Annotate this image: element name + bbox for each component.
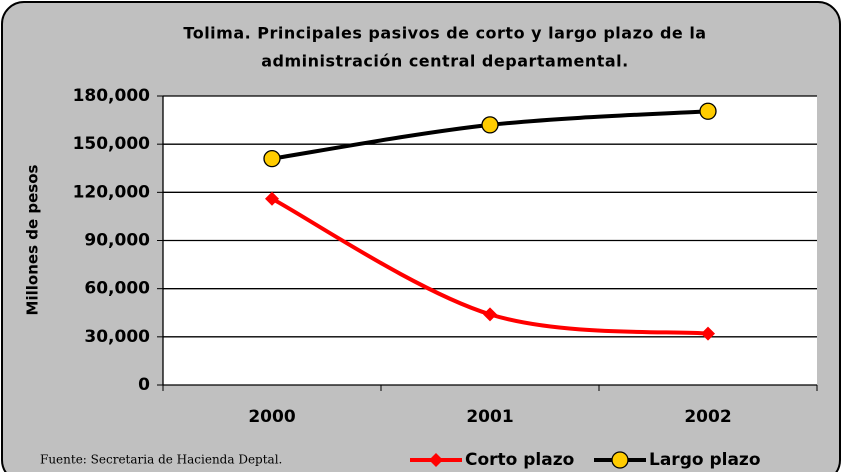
point: [699, 102, 717, 120]
legend-label: Corto plazo: [465, 450, 574, 470]
x-tick-label: 2001: [466, 407, 513, 427]
legend-marker: [611, 451, 629, 469]
y-tick-label: 30,000: [84, 327, 150, 347]
chart-title: administración central departamental.: [261, 52, 629, 71]
chart-title: Tolima. Principales pasivos de corto y l…: [183, 24, 706, 43]
y-tick-label: 150,000: [73, 134, 151, 154]
y-tick-label: 180,000: [73, 86, 151, 106]
y-tick-label: 120,000: [73, 182, 151, 202]
point: [481, 116, 499, 134]
y-axis-label: Millones de pesos: [24, 165, 42, 316]
y-tick-label: 0: [138, 375, 150, 395]
point: [263, 149, 281, 168]
legend-label: Largo plazo: [649, 450, 761, 470]
x-tick-label: 2002: [684, 407, 731, 427]
point: [483, 307, 497, 322]
point: [265, 191, 279, 206]
source-note: Fuente: Secretaria de Hacienda Deptal.: [40, 453, 282, 467]
y-tick-label: 90,000: [84, 231, 150, 251]
y-tick-label: 60,000: [84, 279, 150, 299]
x-tick-label: 2000: [248, 407, 295, 427]
point: [701, 326, 715, 341]
legend-marker: [429, 453, 443, 467]
